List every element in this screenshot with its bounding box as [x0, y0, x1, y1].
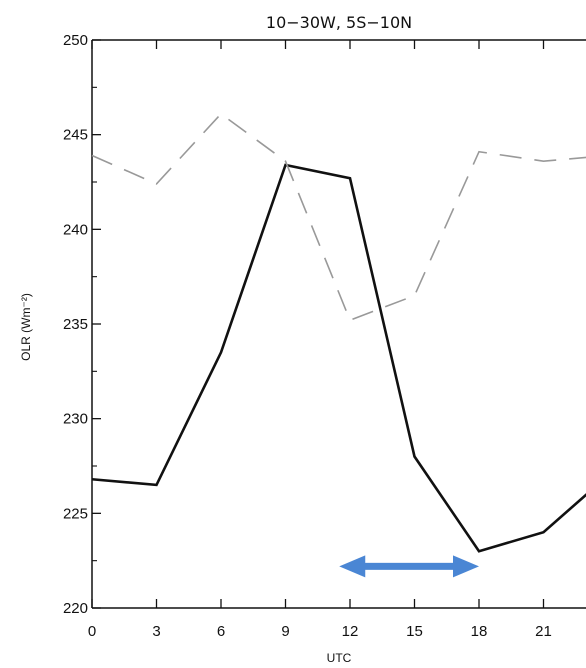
x-tick-label: 15 [406, 623, 423, 640]
arrow-shaft [364, 562, 454, 570]
plot-layer: 22022523023524024525003691215182124 [63, 32, 586, 640]
x-tick-label: 12 [342, 623, 359, 640]
solid-series-line [91, 163, 586, 553]
x-axis-title: UTC [327, 651, 352, 665]
y-tick-label: 240 [63, 221, 88, 238]
y-tick-label: 235 [63, 316, 88, 333]
x-tick-label: 0 [88, 623, 96, 640]
y-tick-label: 225 [63, 505, 88, 522]
x-tick-label: 18 [471, 623, 488, 640]
x-tick-label: 21 [535, 623, 552, 640]
chart-title: 10−30W, 5S−10N [266, 13, 412, 32]
arrow-head-right [453, 555, 479, 578]
y-tick-label: 250 [63, 32, 88, 49]
x-tick-label: 9 [281, 623, 289, 640]
arrow-head-left [339, 555, 366, 578]
y-tick-label: 220 [63, 600, 88, 617]
x-tick-label: 3 [152, 623, 160, 640]
y-axis-title-group: OLR (Wm⁻²) [19, 293, 33, 361]
y-tick-label: 245 [63, 127, 88, 144]
dashed-series-line [91, 112, 586, 322]
x-tick-label: 6 [217, 623, 225, 640]
y-axis-title: OLR (Wm⁻²) [19, 293, 33, 361]
y-tick-label: 230 [63, 411, 88, 428]
